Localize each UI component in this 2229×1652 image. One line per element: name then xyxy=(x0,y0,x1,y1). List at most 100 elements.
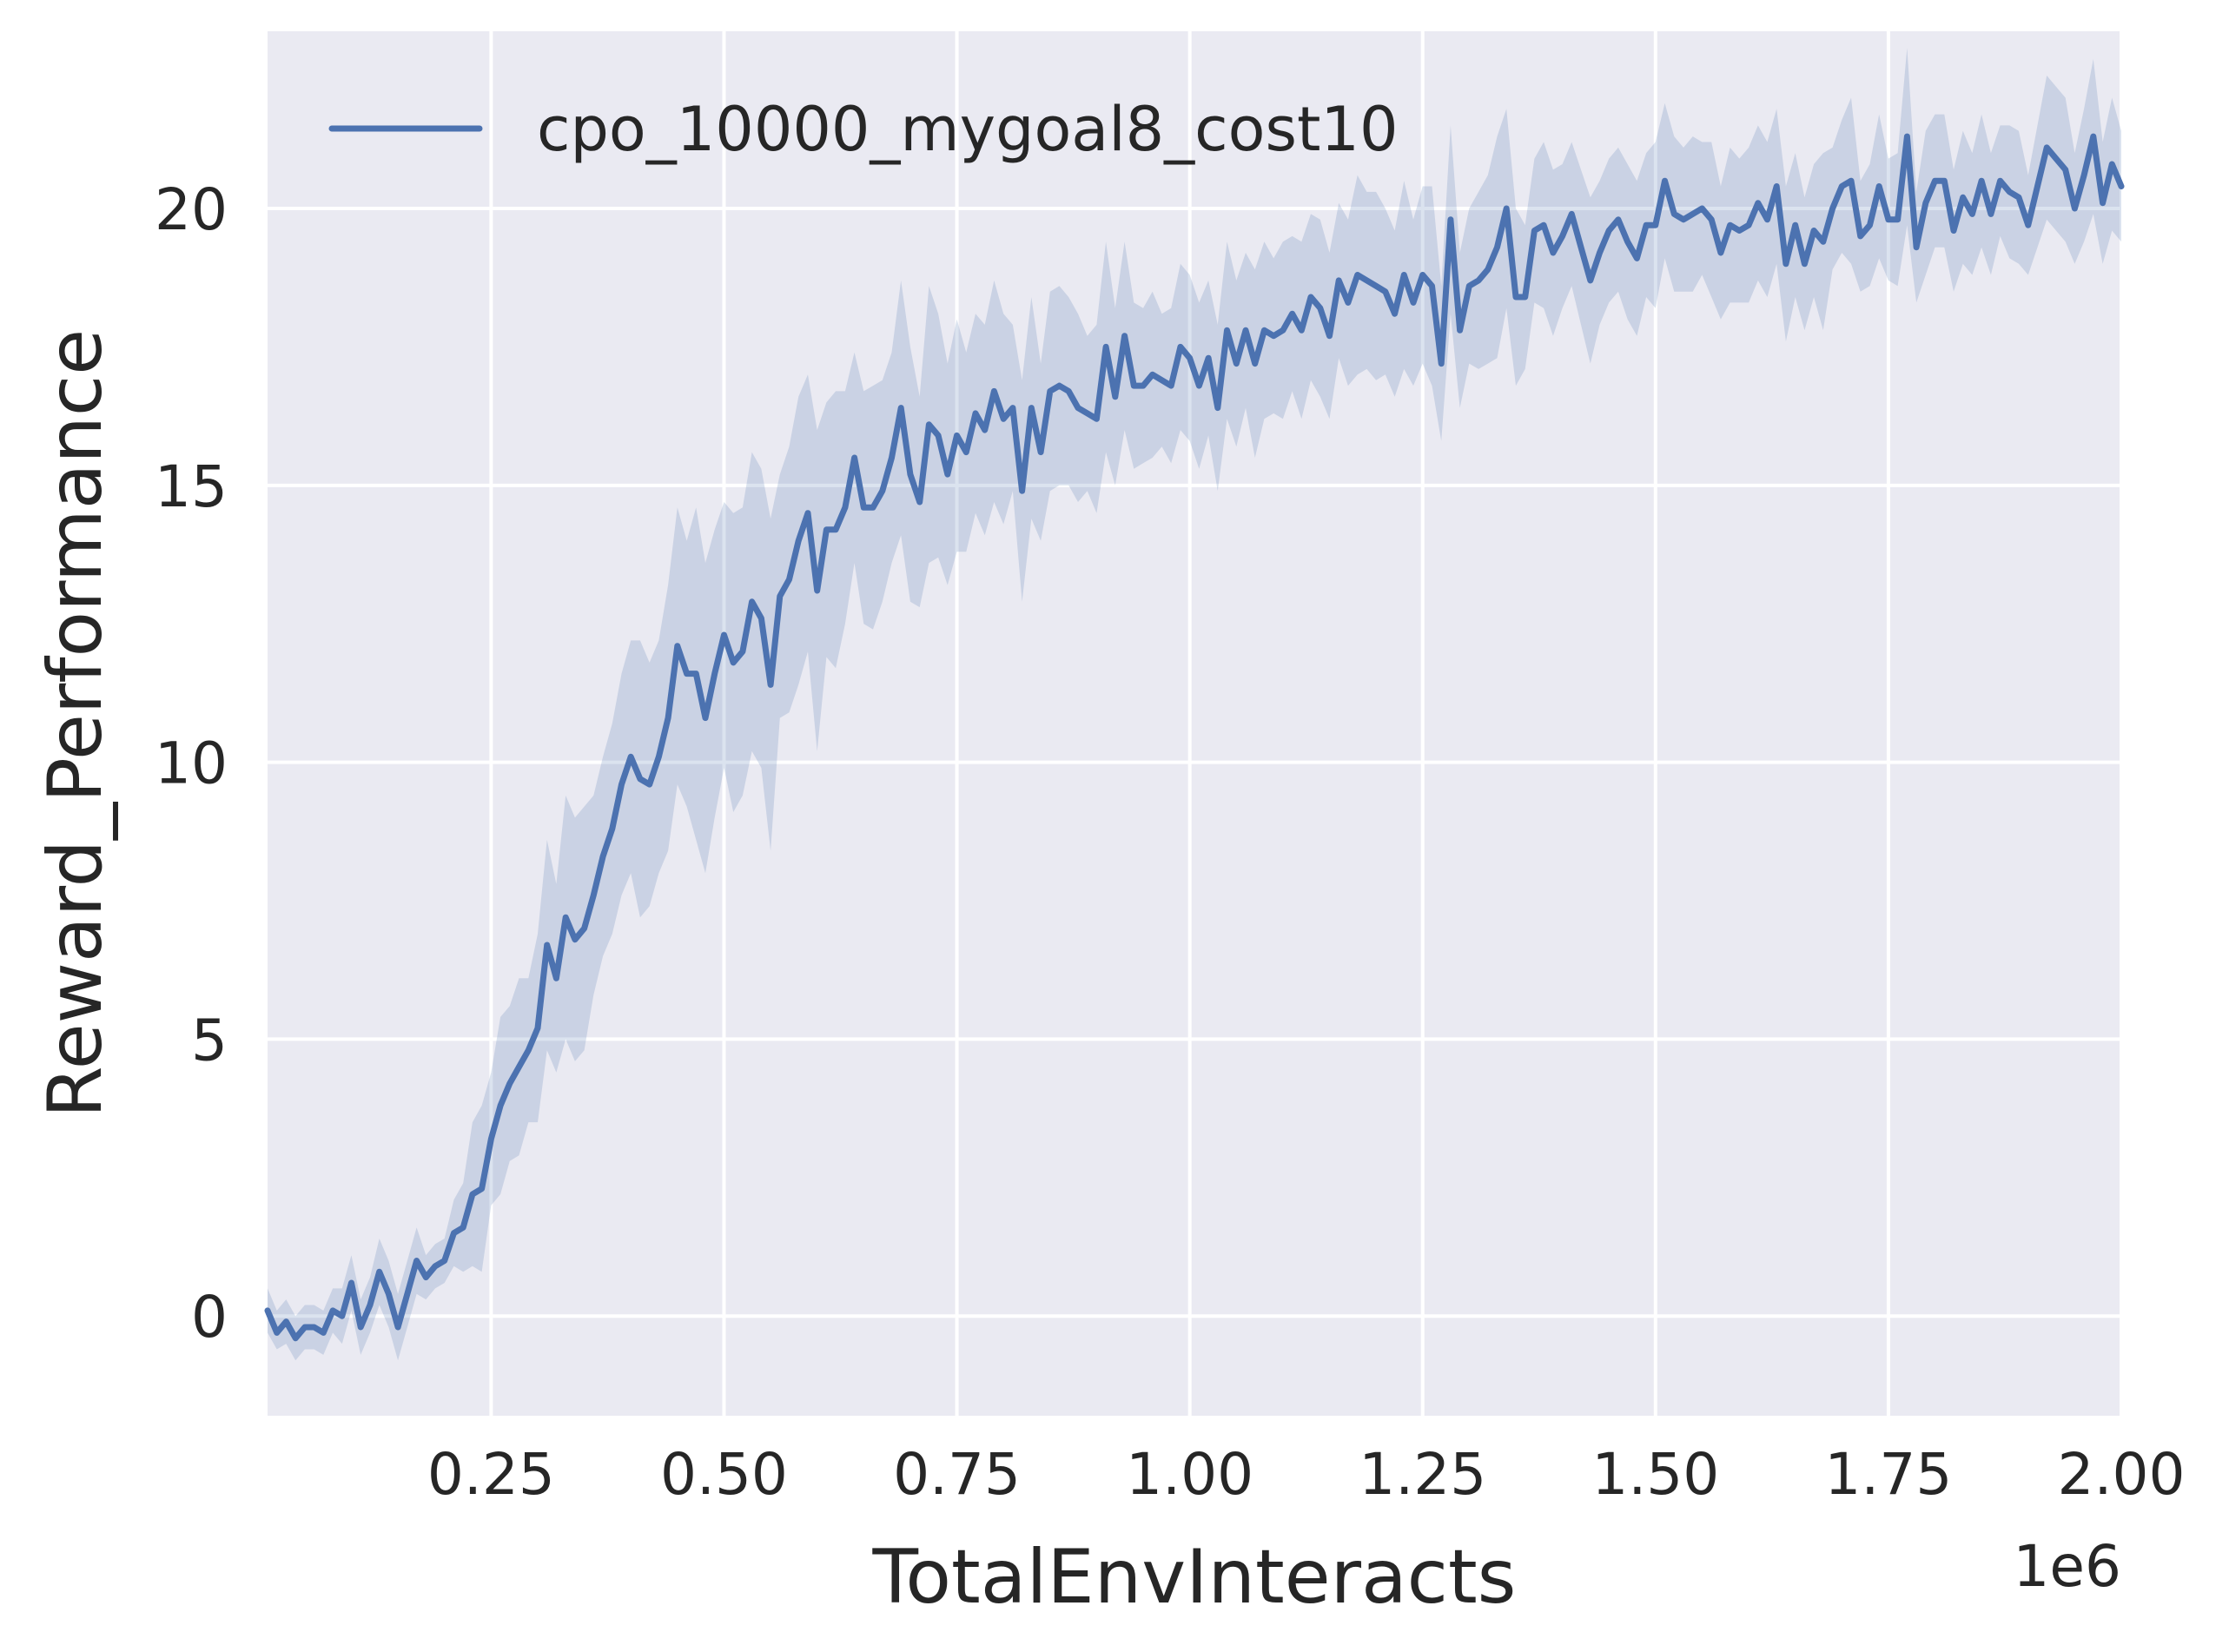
data-point xyxy=(1225,327,1230,333)
data-point xyxy=(703,716,708,721)
data-point xyxy=(768,682,773,687)
data-point xyxy=(1886,217,1891,222)
data-point xyxy=(1671,211,1677,216)
legend-label: cpo_10000_mygoal8_cost10 xyxy=(537,94,1398,165)
data-point xyxy=(1876,184,1882,189)
data-point xyxy=(1756,201,1761,206)
data-point xyxy=(1588,278,1593,283)
data-point xyxy=(1663,178,1668,183)
data-point xyxy=(693,671,698,677)
data-point xyxy=(535,1026,540,1031)
x-tick-label: 1.75 xyxy=(1824,1441,1952,1508)
data-point xyxy=(1401,273,1406,278)
data-point xyxy=(1746,222,1751,228)
data-point xyxy=(982,427,988,433)
data-point xyxy=(2091,134,2096,139)
data-point xyxy=(1373,283,1379,288)
data-point xyxy=(712,671,718,677)
data-point xyxy=(283,1319,288,1325)
legend: cpo_10000_mygoal8_cost10 xyxy=(328,94,1398,165)
data-point xyxy=(1458,327,1463,333)
data-point xyxy=(861,505,866,510)
data-point xyxy=(1430,283,1435,288)
data-point xyxy=(302,1325,308,1330)
data-point xyxy=(1513,294,1518,300)
data-point xyxy=(498,1103,503,1108)
data-point xyxy=(1150,372,1155,377)
data-point xyxy=(330,1308,335,1313)
data-point xyxy=(917,499,923,505)
data-point xyxy=(2007,189,2012,195)
data-point xyxy=(1085,411,1090,416)
data-point xyxy=(1048,388,1053,393)
data-point xyxy=(1802,261,1807,267)
data-point xyxy=(526,1047,531,1053)
data-point xyxy=(312,1325,317,1330)
data-point xyxy=(1904,134,1909,139)
data-point xyxy=(945,472,950,477)
data-point xyxy=(1131,383,1136,388)
data-point xyxy=(1020,488,1025,493)
data-point xyxy=(1969,211,1974,216)
data-point xyxy=(1187,355,1193,360)
data-point xyxy=(1038,450,1043,455)
data-point xyxy=(553,975,559,981)
data-point xyxy=(470,1192,475,1197)
data-point xyxy=(1504,206,1509,211)
data-point xyxy=(1448,217,1453,222)
data-point xyxy=(1523,294,1528,300)
data-point xyxy=(1160,378,1165,383)
y-tick-label: 15 xyxy=(155,453,228,520)
data-point xyxy=(1485,267,1491,272)
x-tick-label: 0.25 xyxy=(427,1441,555,1508)
data-point xyxy=(1113,394,1118,400)
data-point xyxy=(1299,327,1304,333)
data-point xyxy=(507,1080,513,1086)
data-point xyxy=(2016,195,2021,200)
data-point xyxy=(2063,167,2068,172)
data-point xyxy=(395,1325,400,1330)
data-point xyxy=(1355,273,1360,278)
y-axis-title: Reward_Performance xyxy=(32,329,119,1118)
y-tick-labels: 0 5 10 15 20 xyxy=(155,176,228,1351)
data-point xyxy=(823,527,829,532)
data-point xyxy=(488,1136,493,1141)
data-point xyxy=(1821,239,1826,244)
data-point xyxy=(1420,273,1425,278)
data-point xyxy=(1392,311,1398,316)
data-point xyxy=(805,511,810,516)
y-tick-label: 5 xyxy=(191,1007,228,1074)
data-point xyxy=(1029,406,1034,411)
data-point xyxy=(973,411,978,416)
data-point xyxy=(1103,344,1108,349)
data-point xyxy=(1868,222,1873,228)
data-point xyxy=(1765,217,1770,222)
data-point xyxy=(740,649,745,654)
data-point xyxy=(843,505,848,510)
data-point xyxy=(1858,234,1863,239)
data-point xyxy=(2026,222,2031,228)
data-point xyxy=(1923,201,1928,206)
data-point xyxy=(442,1259,447,1264)
data-point xyxy=(1178,344,1183,349)
data-point xyxy=(452,1231,457,1236)
data-point xyxy=(796,539,801,544)
data-point xyxy=(1709,217,1714,222)
data-point xyxy=(1308,294,1313,300)
data-point xyxy=(833,527,838,532)
data-point xyxy=(1634,255,1639,261)
data-point xyxy=(1998,178,2003,183)
data-point xyxy=(1718,250,1723,255)
data-point xyxy=(665,716,671,721)
data-point xyxy=(386,1292,391,1297)
data-point xyxy=(898,406,903,411)
data-point xyxy=(563,915,568,920)
data-point xyxy=(815,588,820,593)
data-point xyxy=(619,782,625,787)
x-tick-label: 2.00 xyxy=(2058,1441,2186,1508)
x-tick-label: 0.75 xyxy=(893,1441,1021,1508)
data-point xyxy=(1736,228,1742,234)
data-point xyxy=(1075,406,1081,411)
data-point xyxy=(1439,361,1444,367)
